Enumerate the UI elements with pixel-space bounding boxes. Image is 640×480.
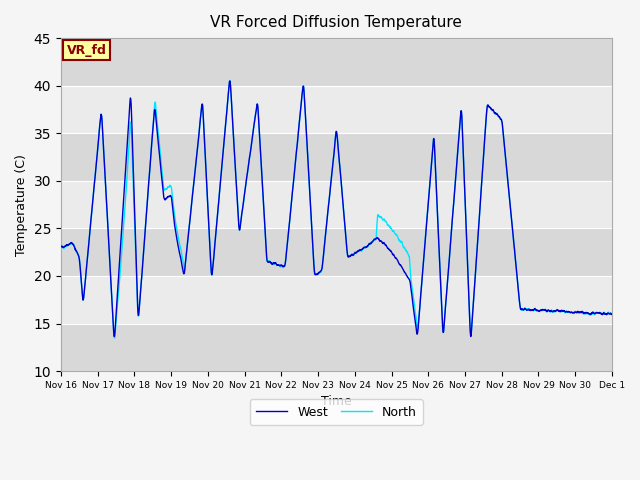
North — [153, 113, 161, 119]
Bar — [61, 276, 612, 324]
North — [57, 244, 65, 250]
Bar — [61, 86, 612, 133]
X-axis label: Time: Time — [321, 396, 352, 408]
North — [538, 308, 546, 314]
North — [111, 335, 118, 341]
West — [57, 243, 65, 249]
Y-axis label: Temperature (C): Temperature (C) — [15, 154, 28, 255]
North — [608, 312, 616, 318]
Title: VR Forced Diffusion Temperature: VR Forced Diffusion Temperature — [211, 15, 462, 30]
Line: North: North — [61, 81, 612, 338]
North — [120, 219, 128, 225]
Line: West: West — [61, 81, 612, 336]
West — [226, 78, 234, 84]
West — [120, 193, 128, 199]
Bar — [61, 181, 612, 228]
West — [292, 149, 300, 155]
North — [226, 78, 234, 84]
Bar — [61, 133, 612, 181]
West — [269, 261, 276, 266]
Legend: West, North: West, North — [250, 399, 423, 425]
Bar — [61, 38, 612, 86]
West — [111, 334, 118, 339]
West — [608, 312, 616, 317]
North — [598, 311, 605, 316]
Bar — [61, 228, 612, 276]
North — [269, 261, 276, 266]
Bar — [61, 324, 612, 371]
West — [538, 307, 546, 312]
Text: VR_fd: VR_fd — [67, 44, 106, 57]
West — [153, 122, 161, 128]
West — [598, 311, 605, 317]
North — [292, 148, 300, 154]
